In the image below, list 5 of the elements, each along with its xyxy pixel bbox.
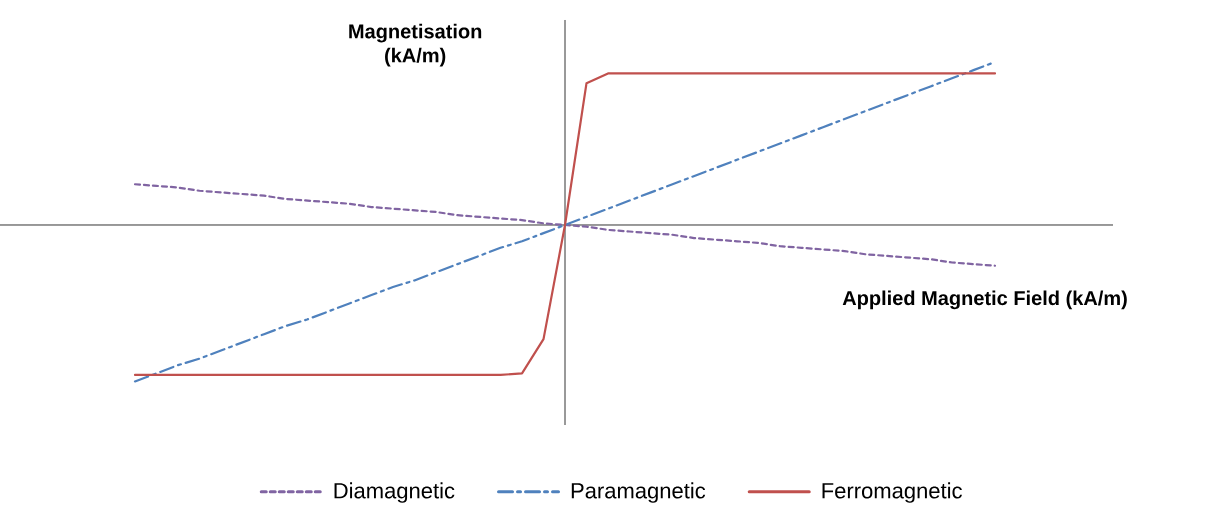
legend-label: Ferromagnetic bbox=[822, 482, 962, 503]
y-axis-title: Magnetisation (kA/m) bbox=[349, 23, 482, 67]
x-axis-title: Applied Magnetic Field (kA/m) bbox=[842, 290, 1127, 310]
legend-label: Diamagnetic bbox=[334, 482, 455, 503]
legend-label: Paramagnetic bbox=[571, 482, 706, 503]
